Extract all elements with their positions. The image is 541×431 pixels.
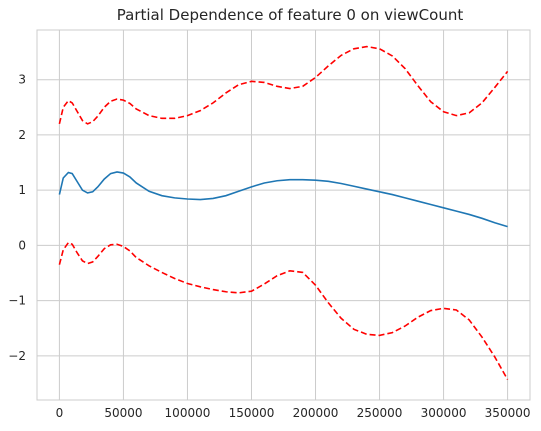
- x-tick-label: 250000: [357, 406, 403, 420]
- x-tick-label: 100000: [165, 406, 211, 420]
- series-layer: [58, 45, 509, 380]
- y-tick-label: 2: [18, 128, 26, 142]
- x-tick-label: 150000: [229, 406, 275, 420]
- lower-bound-line: [58, 241, 509, 380]
- x-tick-label: 50000: [104, 406, 142, 420]
- y-tick-label: 1: [18, 183, 26, 197]
- x-tick-label: 350000: [485, 406, 531, 420]
- mean-line: [58, 171, 508, 228]
- upper-bound-line: [58, 45, 509, 125]
- y-axis-ticks: −2 −1 0 1 2 3: [8, 73, 26, 363]
- x-tick-label: 0: [56, 406, 64, 420]
- x-tick-label: 300000: [421, 406, 467, 420]
- y-tick-label: 3: [18, 73, 26, 87]
- grid-lines: [37, 30, 530, 400]
- y-tick-label: −1: [8, 294, 26, 308]
- x-axis-ticks: 0 50000 100000 150000 200000 250000 300000 3500…: [56, 406, 531, 420]
- y-tick-label: −2: [8, 349, 26, 363]
- y-tick-label: 0: [18, 238, 26, 252]
- chart-title: Partial Dependence of feature 0 on viewC…: [117, 6, 464, 24]
- plot-area-frame: [36, 29, 531, 401]
- x-tick-label: 200000: [293, 406, 339, 420]
